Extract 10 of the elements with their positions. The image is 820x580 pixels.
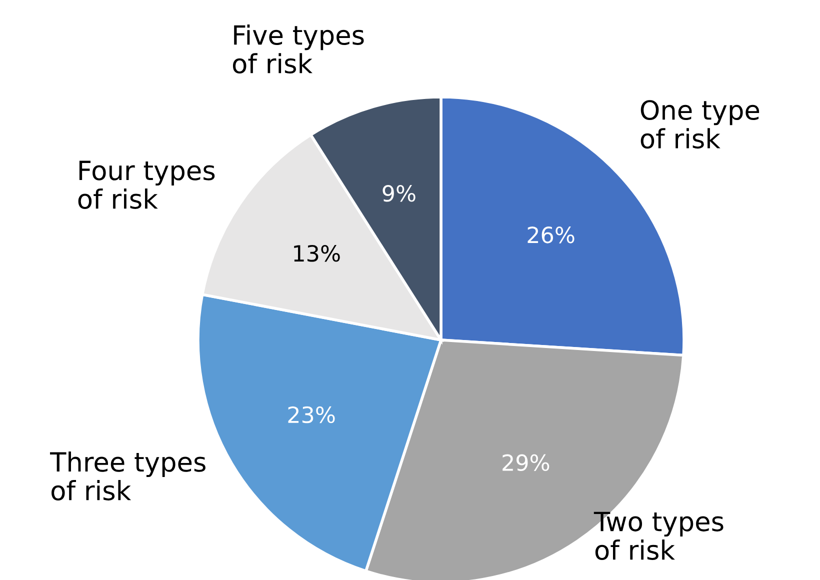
slice-label: Two types of risk [594,512,724,560]
data-label: 26% [528,226,574,244]
data-label: 29% [502,454,550,472]
data-label: 9% [382,184,416,202]
slice-label: Three types of risk [50,451,206,500]
data-label: 23% [288,406,335,424]
slice-label: Five types of risk [232,24,364,74]
data-label: 13% [294,244,340,262]
slice-label: Four types of risk [78,160,215,209]
slice-label: One type of risk [640,100,760,149]
